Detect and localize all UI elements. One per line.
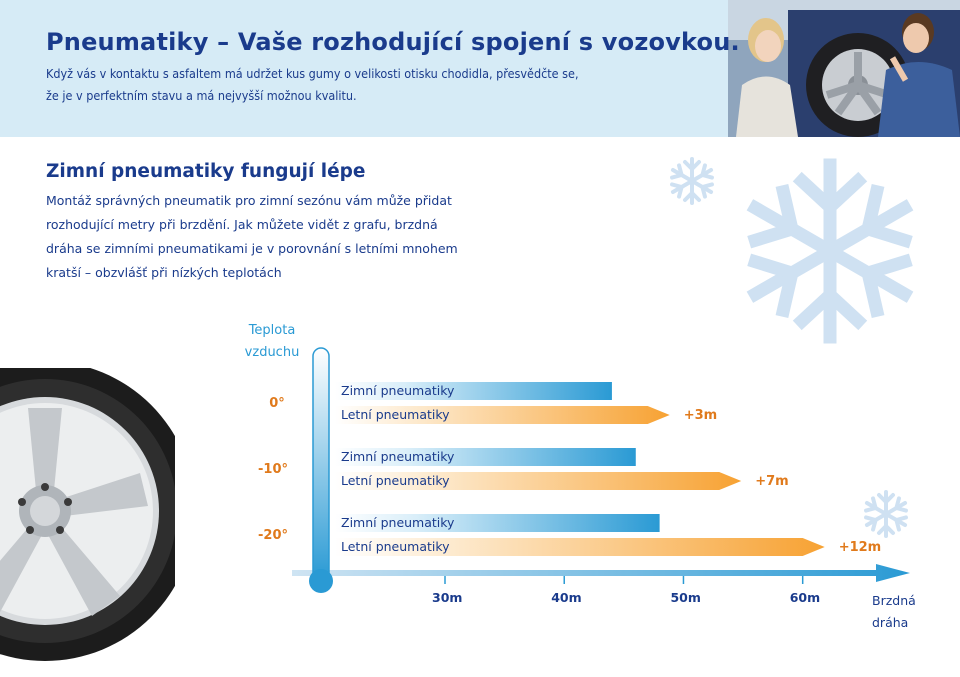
x-tick-label: 30m: [432, 590, 463, 605]
summer-bar: [335, 406, 670, 424]
summer-bar: [335, 472, 742, 490]
wheel-image: [0, 368, 175, 661]
snowflake-icon: [746, 158, 914, 344]
body-line: rozhodující metry při brzdění. Jak můžet…: [46, 217, 438, 232]
temperature-label: -20°: [258, 528, 288, 543]
y-axis-caption-line: Teplota: [248, 323, 296, 338]
winter-bar: [335, 382, 612, 400]
section-title: Zimní pneumatiky fungují lépe: [46, 161, 366, 182]
section-body: Montáž správných pneumatik pro zimní sez…: [46, 189, 466, 285]
winter-bar: [335, 514, 660, 532]
page-title: Pneumatiky – Vaše rozhodující spojení s …: [46, 28, 740, 56]
intro-line: že je v perfektním stavu a má nejvyšší m…: [46, 88, 357, 103]
y-axis-caption-line: vzduchu: [244, 345, 300, 360]
x-tick-label: 60m: [789, 590, 821, 605]
winter-bar-label: Zimní pneumatiky: [341, 449, 455, 464]
delta-label: +7m: [755, 474, 789, 489]
photo-mechanic: [728, 0, 960, 137]
body-line: kratší – obzvlášť při nízkých teplotách: [46, 265, 282, 280]
delta-label: +12m: [838, 540, 882, 555]
temperature-label: -10°: [258, 462, 288, 477]
thermometer-icon: [309, 347, 333, 593]
winter-bar: [335, 448, 636, 466]
summer-bar: [335, 538, 825, 556]
header-band: [0, 0, 728, 137]
body-line: dráha se zimními pneumatikami je v porov…: [46, 241, 458, 256]
winter-bar-label: Zimní pneumatiky: [341, 383, 455, 398]
intro-text: Když vás v kontaktu s asfaltem má udržet…: [46, 63, 686, 107]
x-axis-caption: Brzdná dráha: [872, 590, 916, 634]
summer-bar-label: Letní pneumatiky: [341, 407, 450, 422]
x-axis-caption-line: dráha: [872, 615, 909, 630]
y-axis-caption: Teplota vzduchu: [236, 320, 308, 364]
intro-line: Když vás v kontaktu s asfaltem má udržet…: [46, 66, 579, 81]
delta-label: +3m: [683, 408, 718, 423]
summer-bar-label: Letní pneumatiky: [341, 473, 450, 488]
summer-bar-label: Letní pneumatiky: [341, 539, 450, 554]
snowflake-icon: [668, 157, 716, 205]
winter-bar-label: Zimní pneumatiky: [341, 515, 455, 530]
x-axis-arrow: [292, 564, 910, 582]
body-line: Montáž správných pneumatik pro zimní sez…: [46, 193, 452, 208]
x-tick-label: 40m: [551, 590, 582, 605]
temperature-label: 0°: [269, 396, 285, 411]
x-axis-caption-line: Brzdná: [872, 593, 916, 608]
x-tick-label: 50m: [670, 590, 701, 605]
